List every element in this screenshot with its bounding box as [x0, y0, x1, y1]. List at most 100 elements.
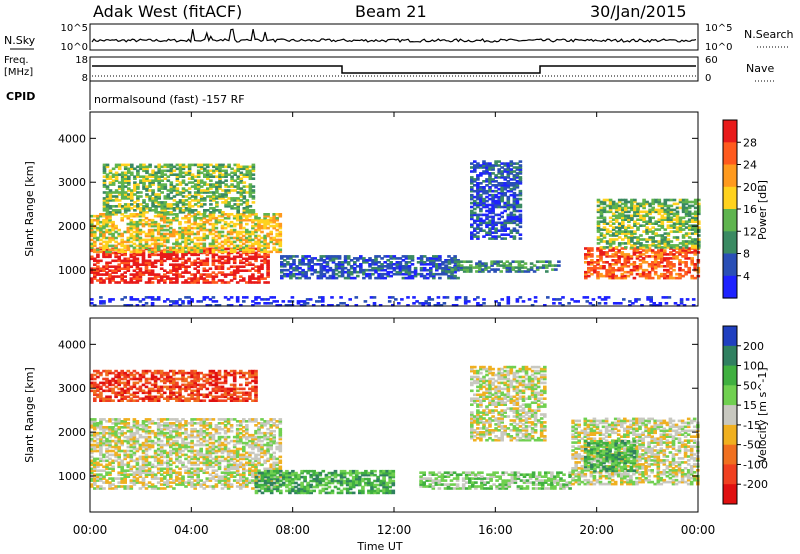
heatmap-cell [211, 296, 216, 299]
heatmap-cell [214, 216, 219, 220]
heatmap-cell [208, 242, 213, 246]
heatmap-cell [257, 244, 261, 248]
heatmap-cell [653, 270, 658, 274]
heatmap-cell [99, 296, 103, 299]
heatmap-cell [181, 201, 186, 204]
heatmap-cell [172, 451, 176, 455]
heatmap-cell [512, 221, 517, 225]
heatmap-cell [153, 265, 158, 268]
heatmap-cell [172, 253, 176, 257]
heatmap-cell [169, 218, 173, 222]
heatmap-cell [624, 226, 628, 229]
heatmap-cell [500, 162, 504, 165]
heatmap-cell [500, 184, 504, 187]
heatmap-cell [129, 453, 134, 457]
heatmap-cell [512, 203, 517, 207]
heatmap-cell [141, 465, 146, 469]
heatmap-cell [163, 250, 167, 254]
heatmap-cell [215, 205, 219, 208]
heatmap-cell [99, 242, 103, 246]
heatmap-cell [120, 177, 125, 180]
heatmap-cell [633, 214, 637, 218]
heatmap-cell [453, 270, 457, 274]
heatmap-cell [105, 265, 109, 268]
heatmap-cell [614, 261, 618, 264]
heatmap-cell [129, 236, 134, 240]
heatmap-cell [427, 298, 431, 301]
heatmap-cell [570, 298, 574, 301]
heatmap-cell [105, 236, 109, 240]
heatmap-cell [239, 222, 243, 226]
heatmap-cell [337, 266, 342, 270]
heatmap-cell [163, 238, 167, 242]
heatmap-cell [605, 240, 610, 243]
heatmap-cell [590, 266, 594, 270]
heatmap-cell [214, 226, 219, 230]
heatmap-cell [102, 205, 107, 208]
heatmap-cell [340, 266, 345, 270]
heatmap-cell [208, 244, 213, 248]
heatmap-cell [505, 270, 510, 273]
heatmap-cell [226, 244, 231, 248]
heatmap-cell [108, 175, 113, 178]
heatmap-cell [199, 191, 204, 194]
heatmap-cell [99, 424, 103, 427]
heatmap-cell [220, 244, 225, 248]
heatmap-cell [315, 300, 319, 303]
heatmap-cell [596, 236, 601, 239]
heatmap-cell [144, 242, 149, 246]
heatmap-cell [175, 177, 180, 180]
heatmap-cell [331, 270, 336, 274]
heatmap-cell [169, 205, 174, 208]
heatmap-cell [432, 263, 436, 266]
heatmap-cell [148, 207, 152, 210]
heatmap-cell [512, 213, 517, 217]
heatmap-cell [138, 481, 143, 484]
heatmap-cell [642, 214, 646, 218]
heatmap-cell [175, 175, 180, 178]
heatmap-cell [163, 203, 168, 206]
heatmap-cell [114, 453, 118, 457]
heatmap-cell [202, 279, 207, 282]
heatmap-cell [494, 203, 498, 207]
heatmap-cell [419, 272, 424, 276]
heatmap-cell [232, 275, 237, 278]
heatmap-cell [611, 212, 616, 216]
heatmap-cell [193, 261, 197, 265]
heatmap-cell [217, 230, 222, 234]
heatmap-cell [105, 253, 109, 257]
heatmap-cell [503, 184, 507, 187]
heatmap-cell [141, 273, 146, 276]
heatmap-cell [93, 257, 97, 261]
heatmap-cell [220, 214, 225, 218]
heatmap-cell [494, 176, 498, 179]
heatmap-cell [166, 253, 170, 257]
heatmap-cell [621, 208, 625, 212]
heatmap-cell [587, 247, 591, 250]
heatmap-cell [447, 266, 452, 269]
heatmap-cell [148, 163, 152, 167]
heatmap-cell [206, 173, 210, 176]
heatmap-cell [90, 246, 94, 250]
heatmap-cell [470, 197, 474, 201]
heatmap-cell [102, 273, 106, 276]
heatmap-cell [476, 162, 480, 165]
heatmap-cell [108, 427, 112, 431]
heatmap-cell [649, 304, 653, 307]
heatmap-cell [236, 167, 240, 171]
heatmap-cell [105, 216, 109, 220]
heatmap-cell [102, 429, 106, 433]
heatmap-cell [141, 471, 146, 474]
heatmap-cell [645, 230, 649, 233]
heatmap-cell [133, 177, 137, 180]
heatmap-cell [693, 251, 697, 254]
heatmap-cell [214, 238, 219, 242]
heatmap-cell [93, 240, 97, 244]
heatmap-cell [593, 265, 597, 268]
heatmap-cell [599, 238, 604, 241]
heatmap-cell [485, 189, 489, 193]
heatmap-cell [178, 449, 182, 453]
heatmap-cell [93, 422, 97, 425]
heatmap-cell [108, 238, 112, 242]
heatmap-cell [211, 257, 216, 261]
